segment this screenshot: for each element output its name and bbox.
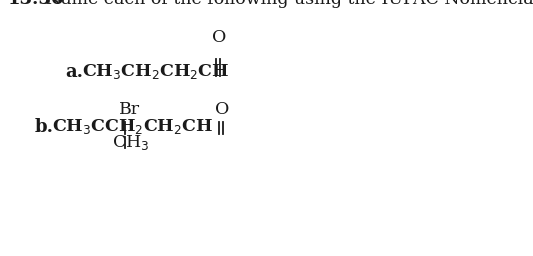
Text: CH$_3$: CH$_3$ (112, 133, 149, 152)
Text: Name each of the following using the IUPAC Nomenclature System:: Name each of the following using the IUP… (46, 0, 533, 8)
Text: O: O (212, 29, 226, 46)
Text: 13.36: 13.36 (8, 0, 64, 8)
Text: a.: a. (65, 63, 83, 81)
Text: CH$_3$CCH$_2$CH$_2$CH: CH$_3$CCH$_2$CH$_2$CH (52, 117, 213, 136)
Text: b.: b. (35, 118, 54, 136)
Text: Br: Br (119, 101, 140, 118)
Text: CH$_3$CH$_2$CH$_2$CH: CH$_3$CH$_2$CH$_2$CH (82, 62, 230, 81)
Text: O: O (215, 101, 229, 118)
